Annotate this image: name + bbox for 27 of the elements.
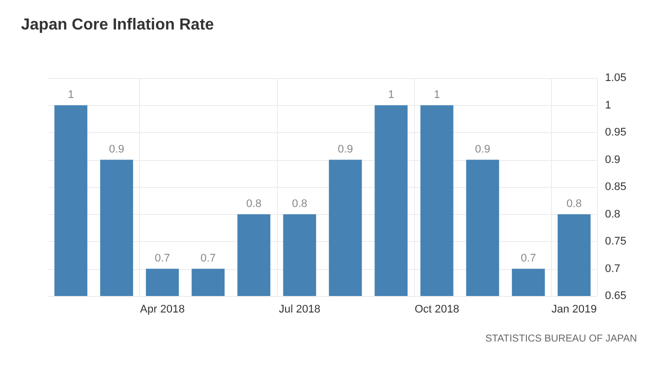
y-tick-label: 0.8: [605, 208, 620, 220]
data-label: 0.7: [520, 252, 536, 264]
x-tick-label: Oct 2018: [414, 304, 460, 316]
y-tick-label: 0.75: [605, 236, 626, 248]
data-label: 0.7: [154, 252, 170, 264]
data-label: 1: [388, 88, 394, 101]
y-tick-label: 0.65: [605, 290, 626, 302]
y-tick-label: 1: [605, 99, 612, 112]
y-tick-label: 0.7: [605, 262, 620, 275]
text: STATISTICS BUREAU OF JAPAN: [485, 334, 638, 344]
x-tick-label: Jan 2019: [551, 304, 597, 316]
data-label: 1: [434, 88, 440, 101]
y-tick-label: 1.05: [605, 72, 626, 84]
data-label: 1: [68, 88, 74, 101]
data-label: 0.9: [474, 143, 490, 156]
x-tick-label: Apr 2018: [140, 304, 185, 316]
x-tick-label: Jul 2018: [278, 304, 320, 316]
data-label: 0.9: [338, 143, 354, 156]
data-label: 0.8: [292, 198, 308, 210]
y-tick-label: 0.85: [605, 181, 626, 193]
y-tick-label: 0.95: [605, 126, 626, 138]
data-label: 0.7: [200, 252, 216, 264]
y-tick-label: 0.9: [605, 154, 620, 166]
data-label: 0.8: [566, 198, 582, 210]
chart-title: Japan Core Inflation Rate: [21, 16, 214, 34]
data-label: 0.9: [108, 143, 124, 156]
data-label: 0.8: [246, 198, 262, 210]
